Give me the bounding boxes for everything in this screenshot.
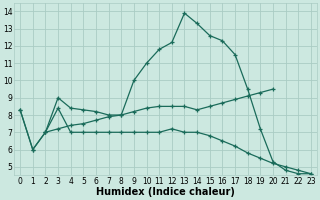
X-axis label: Humidex (Indice chaleur): Humidex (Indice chaleur) — [96, 187, 235, 197]
